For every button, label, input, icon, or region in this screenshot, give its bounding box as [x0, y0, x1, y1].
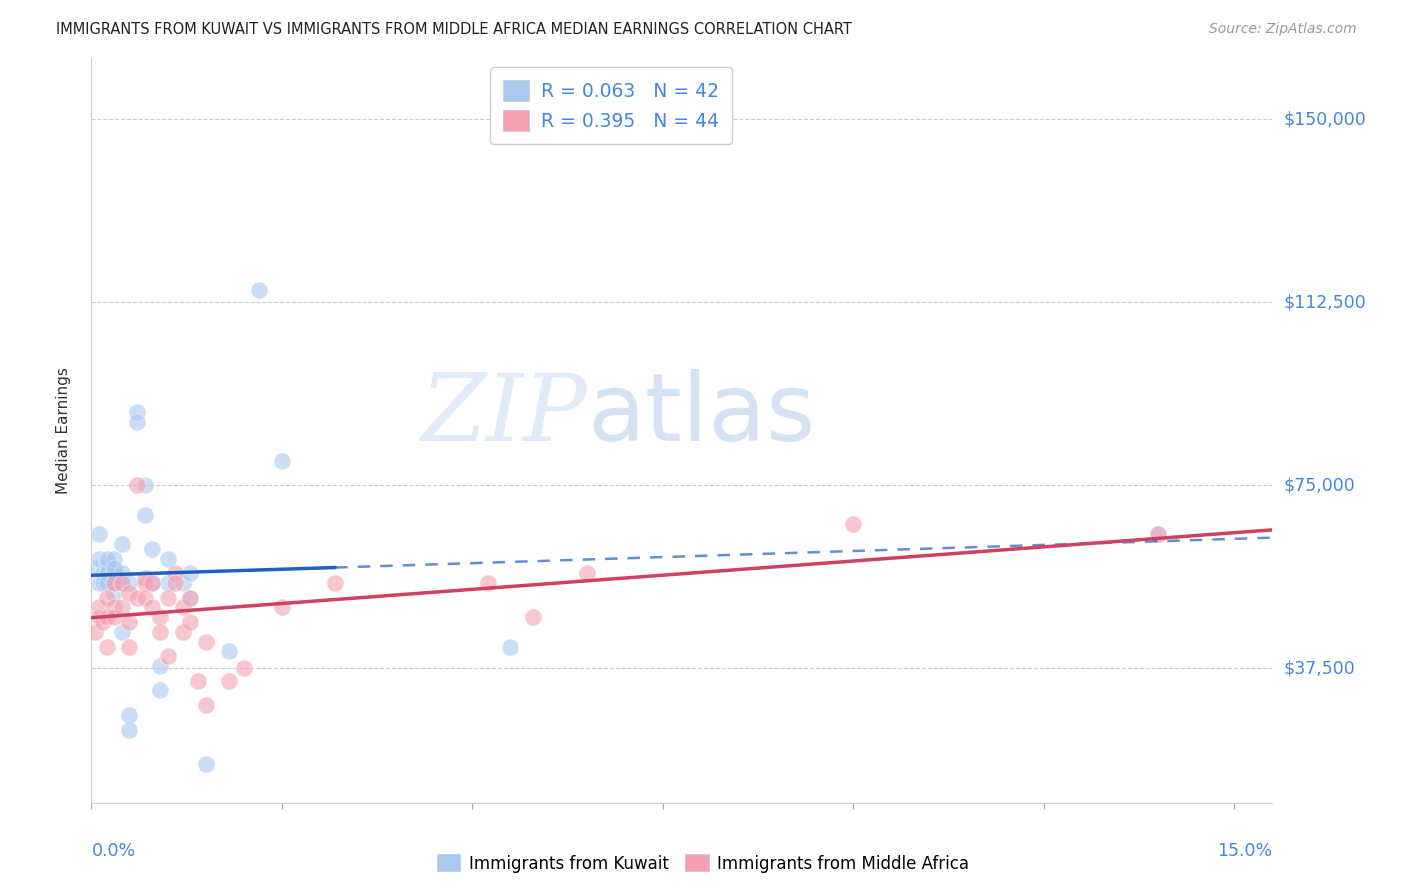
Point [127, 591, 149, 605]
Point [87, 600, 110, 615]
Point [134, 478, 156, 492]
Point [179, 591, 201, 605]
Point [91, 576, 114, 591]
Point [87, 527, 110, 541]
Point [111, 624, 134, 639]
Point [111, 576, 134, 591]
Point [156, 576, 179, 591]
Point [103, 586, 125, 600]
Point [96, 610, 118, 624]
Point [179, 615, 201, 629]
Point [575, 566, 598, 581]
Point [522, 610, 544, 624]
Point [141, 576, 163, 591]
Point [187, 673, 209, 688]
Point [91, 566, 114, 581]
Point [141, 600, 163, 615]
Point [118, 586, 141, 600]
Point [134, 591, 156, 605]
Point [118, 615, 141, 629]
Legend: R = 0.063   N = 42, R = 0.395   N = 44: R = 0.063 N = 42, R = 0.395 N = 44 [491, 68, 733, 144]
Point [179, 591, 201, 605]
Point [96, 591, 118, 605]
Point [87, 610, 110, 624]
Point [103, 610, 125, 624]
Point [499, 640, 522, 654]
Point [96, 640, 118, 654]
Point [232, 661, 254, 675]
Point [270, 600, 292, 615]
Point [134, 576, 156, 591]
Point [103, 561, 125, 575]
Point [194, 634, 217, 648]
Text: IMMIGRANTS FROM KUWAIT VS IMMIGRANTS FROM MIDDLE AFRICA MEDIAN EARNINGS CORRELAT: IMMIGRANTS FROM KUWAIT VS IMMIGRANTS FRO… [56, 22, 852, 37]
Text: 15.0%: 15.0% [1218, 842, 1272, 860]
Point [84, 624, 107, 639]
Point [149, 610, 172, 624]
Point [141, 576, 163, 591]
Point [127, 478, 149, 492]
Point [111, 566, 134, 581]
Point [96, 566, 118, 581]
Point [194, 756, 217, 771]
Point [165, 576, 187, 591]
Point [118, 576, 141, 591]
Text: $75,000: $75,000 [1284, 476, 1355, 494]
Text: $37,500: $37,500 [1284, 659, 1355, 678]
Point [103, 576, 125, 591]
Point [96, 566, 118, 581]
Point [218, 673, 240, 688]
Point [247, 283, 270, 297]
Point [156, 591, 179, 605]
Point [96, 576, 118, 591]
Point [91, 615, 114, 629]
Point [87, 576, 110, 591]
Point [172, 624, 194, 639]
Point [118, 723, 141, 737]
Point [165, 566, 187, 581]
Text: atlas: atlas [588, 369, 815, 461]
Point [149, 683, 172, 698]
Point [96, 557, 118, 571]
Point [118, 640, 141, 654]
Point [111, 537, 134, 551]
Point [134, 508, 156, 522]
Text: 0.0%: 0.0% [91, 842, 135, 860]
Point [194, 698, 217, 712]
Point [127, 415, 149, 429]
Text: ZIP: ZIP [420, 370, 588, 460]
Legend: Immigrants from Kuwait, Immigrants from Middle Africa: Immigrants from Kuwait, Immigrants from … [430, 847, 976, 880]
Point [477, 576, 499, 591]
Y-axis label: Median Earnings: Median Earnings [56, 367, 70, 494]
Point [149, 624, 172, 639]
Point [1147, 527, 1170, 541]
Point [323, 576, 346, 591]
Point [103, 576, 125, 591]
Text: $112,500: $112,500 [1284, 293, 1367, 311]
Point [270, 454, 292, 468]
Point [103, 551, 125, 566]
Text: $150,000: $150,000 [1284, 110, 1367, 128]
Point [172, 600, 194, 615]
Point [87, 551, 110, 566]
Point [156, 649, 179, 664]
Point [96, 551, 118, 566]
Point [179, 566, 201, 581]
Point [103, 600, 125, 615]
Point [127, 405, 149, 419]
Point [118, 707, 141, 722]
Point [141, 541, 163, 556]
Point [156, 551, 179, 566]
Point [84, 561, 107, 575]
Text: Source: ZipAtlas.com: Source: ZipAtlas.com [1209, 22, 1357, 37]
Point [1147, 527, 1170, 541]
Point [111, 600, 134, 615]
Point [149, 659, 172, 673]
Point [218, 644, 240, 658]
Point [111, 576, 134, 591]
Point [172, 576, 194, 591]
Point [842, 517, 865, 532]
Point [103, 566, 125, 581]
Point [134, 571, 156, 585]
